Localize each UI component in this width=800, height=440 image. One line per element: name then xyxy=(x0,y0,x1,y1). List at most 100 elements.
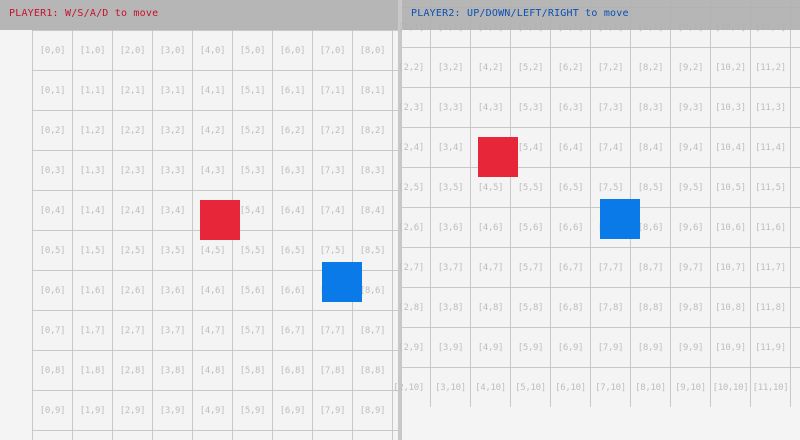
grid-cell: [5,3] xyxy=(232,150,272,190)
grid-cell: [8,1] xyxy=(352,70,392,110)
grid-cell: [8,9] xyxy=(630,327,670,367)
grid-cell: [2,4] xyxy=(398,127,430,167)
grid-cell: [3,6] xyxy=(430,207,470,247)
player1-world-grid: [0,0] [1,0] [2,0] [3,0] [4,0] [5,0] [6,0] [7,0]… xyxy=(0,0,398,440)
grid-cell xyxy=(272,430,312,440)
grid-cell: [8,3] xyxy=(630,87,670,127)
grid-cell: [10,5] xyxy=(710,167,750,207)
grid-cell: [0,1] xyxy=(32,70,72,110)
grid-cell: [4,8] xyxy=(470,287,510,327)
grid-cell: [3,4] xyxy=(152,190,192,230)
grid-cell: [0,8] xyxy=(32,350,72,390)
grid-cell: [7,2] xyxy=(312,110,352,150)
grid-cell: [6,3] xyxy=(272,150,312,190)
player2-world-grid: [2,1][3,1][4,1][5,1][6,1][7,1][8,1][9,1]… xyxy=(393,0,800,440)
grid-cell: [3,2] xyxy=(430,47,470,87)
grid-cell: [3,6] xyxy=(152,270,192,310)
grid-cell: [5,7] xyxy=(232,310,272,350)
grid-cell: [10,9] xyxy=(710,327,750,367)
grid-cell: [4,2] xyxy=(192,110,232,150)
grid-cell: [7,5] xyxy=(312,230,352,270)
grid-cell xyxy=(352,430,392,440)
grid-cell: [7,2] xyxy=(590,47,630,87)
grid-cell: [6,0] xyxy=(272,30,312,70)
grid-cell: [2,7] xyxy=(112,310,152,350)
grid-cell: [10,4] xyxy=(710,127,750,167)
grid-cell: [6,2] xyxy=(550,47,590,87)
grid-cell: [5,8] xyxy=(232,350,272,390)
grid-cell: [9,8] xyxy=(670,287,710,327)
grid-cell: [4,6] xyxy=(470,207,510,247)
grid-cell: [0,6] xyxy=(32,270,72,310)
grid-cell: [11,10] xyxy=(750,367,790,407)
grid-cell: [2,4] xyxy=(112,190,152,230)
grid-cell: [7,4] xyxy=(312,190,352,230)
grid-cell: [0,0] xyxy=(32,30,72,70)
grid-cell: [11,7] xyxy=(750,247,790,287)
grid-cell: [10,6] xyxy=(710,207,750,247)
grid-cell: [3,2] xyxy=(152,110,192,150)
grid-cell: [2,3] xyxy=(398,87,430,127)
grid-cell: [2,1] xyxy=(112,70,152,110)
grid-cell: [5,5] xyxy=(232,230,272,270)
grid-cell: [6,6] xyxy=(550,207,590,247)
grid-cell: [4,3] xyxy=(192,150,232,190)
grid-cell: [3,10] xyxy=(430,367,470,407)
grid-cell xyxy=(790,127,800,167)
grid-cell: [9,10] xyxy=(670,367,710,407)
grid-cell: [1,9] xyxy=(72,390,112,430)
grid-cell: [5,5] xyxy=(510,167,550,207)
grid-cell: [8,10] xyxy=(630,367,670,407)
grid-cell: [2,2] xyxy=(112,110,152,150)
grid-cell: [3,7] xyxy=(430,247,470,287)
grid-cell xyxy=(790,47,800,87)
grid-cell: [7,8] xyxy=(590,287,630,327)
grid-cell: [9,6] xyxy=(670,207,710,247)
grid-cell: [6,5] xyxy=(550,167,590,207)
grid-cell: [4,7] xyxy=(192,310,232,350)
grid-cell xyxy=(790,287,800,327)
grid-cell: [7,7] xyxy=(590,247,630,287)
grid-cell xyxy=(32,430,72,440)
grid-cell: [8,5] xyxy=(352,230,392,270)
grid-cell xyxy=(312,430,352,440)
grid-cell: [4,1] xyxy=(192,70,232,110)
player1-hud: PLAYER1: W/S/A/D to move xyxy=(0,0,398,30)
grid-cell: [11,6] xyxy=(750,207,790,247)
grid-cell: [6,4] xyxy=(550,127,590,167)
grid-cell xyxy=(392,230,398,270)
grid-cell: [4,2] xyxy=(470,47,510,87)
grid-cell: [8,8] xyxy=(352,350,392,390)
grid-cell: [7,9] xyxy=(590,327,630,367)
grid-cell: [2,9] xyxy=(112,390,152,430)
grid-cell: [3,0] xyxy=(152,30,192,70)
grid-cell: [1,8] xyxy=(72,350,112,390)
player1-square xyxy=(478,137,518,177)
grid-cell: [8,2] xyxy=(630,47,670,87)
grid-cell: [2,8] xyxy=(112,350,152,390)
grid-cell: [8,9] xyxy=(352,390,392,430)
grid-cell: [3,4] xyxy=(430,127,470,167)
grid-cell: [4,0] xyxy=(192,30,232,70)
grid-cell: [1,6] xyxy=(72,270,112,310)
grid-cell: [10,3] xyxy=(710,87,750,127)
grid-cell xyxy=(392,110,398,150)
grid-cell: [10,2] xyxy=(710,47,750,87)
grid-cell: [7,10] xyxy=(590,367,630,407)
grid-cell: [5,3] xyxy=(510,87,550,127)
grid-cell: [4,7] xyxy=(470,247,510,287)
grid-cell xyxy=(392,150,398,190)
grid-cell: [6,7] xyxy=(550,247,590,287)
split-screen-divider xyxy=(398,0,402,440)
grid-cell: [2,6] xyxy=(398,207,430,247)
grid-cell xyxy=(392,190,398,230)
grid-cell: [8,8] xyxy=(630,287,670,327)
player2-square xyxy=(322,262,362,302)
grid-cell: [0,3] xyxy=(32,150,72,190)
grid-cell: [4,10] xyxy=(470,367,510,407)
grid-cell: [8,4] xyxy=(630,127,670,167)
grid-cell: [6,9] xyxy=(550,327,590,367)
grid-cell: [1,7] xyxy=(72,310,112,350)
player2-square xyxy=(600,199,640,239)
grid-cell: [8,7] xyxy=(630,247,670,287)
